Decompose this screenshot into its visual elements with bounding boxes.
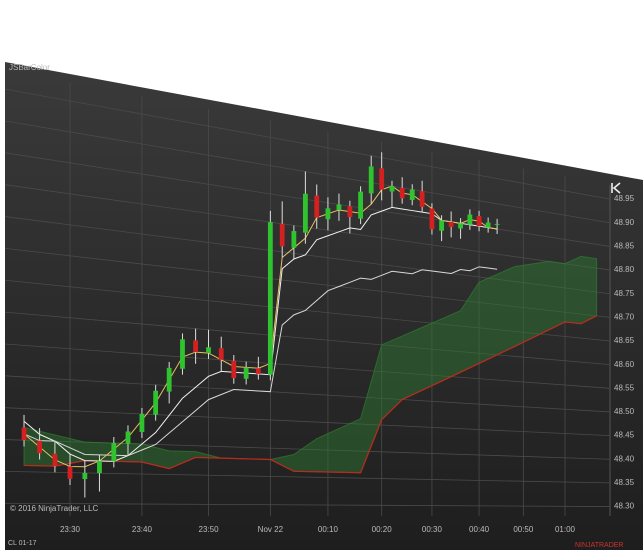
grid-line	[5, 216, 610, 295]
candle-body	[325, 208, 331, 220]
candle-body	[439, 220, 445, 231]
candle-body	[267, 222, 273, 375]
candle-body	[125, 431, 131, 444]
copyright: © 2016 NinjaTrader, LLC	[10, 504, 99, 513]
x-tick-label: Nov 22	[258, 525, 284, 534]
y-tick-label: 48.50	[614, 407, 635, 416]
candle-body	[429, 208, 435, 230]
candle-body	[389, 186, 395, 192]
grid-line	[5, 375, 610, 413]
y-tick-label: 48.65	[614, 336, 635, 345]
candle-body	[399, 187, 405, 199]
grid-line	[5, 248, 610, 318]
candle-body	[166, 367, 172, 392]
x-tick-label: 00:40	[469, 525, 490, 534]
candle-body	[336, 204, 342, 210]
candle-body	[218, 348, 224, 360]
x-tick-label: 23:30	[60, 525, 81, 534]
candle-body	[206, 347, 211, 354]
candle-body	[368, 166, 374, 194]
y-tick-label: 48.45	[614, 431, 635, 440]
candle-body	[231, 360, 237, 378]
x-tick-label: 00:20	[372, 525, 393, 534]
instrument: CL 01-17	[8, 540, 37, 547]
y-tick-label: 48.85	[614, 242, 635, 251]
candle-body	[97, 460, 102, 474]
grid-line	[5, 471, 610, 484]
y-tick-label: 48.75	[614, 289, 635, 298]
x-tick-label: 00:10	[318, 525, 339, 534]
x-tick-label: 23:50	[199, 525, 220, 534]
x-tick-label: 23:40	[132, 525, 153, 534]
candle-body	[243, 367, 249, 379]
candle-body	[37, 440, 42, 454]
grid-line	[5, 279, 610, 342]
candle-body	[485, 222, 491, 228]
candle-body	[347, 206, 353, 218]
candle-body	[82, 472, 88, 480]
candle-body	[379, 168, 385, 190]
candle-body	[358, 191, 364, 219]
y-tick-label: 48.35	[614, 478, 635, 487]
y-tick-label: 48.60	[614, 360, 635, 369]
grid-line	[5, 407, 610, 437]
candle-body	[255, 368, 261, 374]
candle-body	[67, 466, 73, 479]
candle-body	[291, 231, 297, 248]
plot-area	[5, 82, 610, 516]
cloud-lower-line	[24, 315, 597, 474]
grid-line	[5, 311, 610, 366]
grid-line	[5, 343, 610, 389]
candle-body	[279, 223, 285, 247]
candle-body	[494, 223, 500, 225]
candle-body	[458, 223, 463, 229]
candle-body	[476, 216, 482, 227]
grid-line	[5, 120, 610, 224]
indicator-label: JSBarColor	[9, 63, 50, 72]
candle-body	[314, 195, 320, 218]
candle-body	[419, 191, 425, 207]
grid-line	[5, 88, 610, 200]
indicator-line	[23, 266, 498, 457]
scroll-end-icon[interactable]	[611, 182, 621, 194]
candle-body	[52, 453, 58, 467]
y-tick-label: 48.95	[614, 194, 635, 203]
candle-body	[180, 339, 185, 369]
y-tick-label: 48.55	[614, 383, 635, 392]
brand: NINJATRADER	[575, 542, 623, 549]
candle-body	[409, 189, 415, 201]
x-tick-label: 00:50	[513, 525, 534, 534]
candle-body	[21, 427, 27, 441]
y-tick-label: 48.70	[614, 312, 635, 321]
candle-body	[448, 221, 454, 228]
candle-body	[193, 340, 198, 353]
y-tick-label: 48.90	[614, 218, 635, 227]
x-tick-label: 00:30	[422, 525, 443, 534]
candle-body	[153, 390, 159, 415]
y-tick-label: 48.30	[614, 502, 635, 511]
candle-body	[139, 414, 145, 433]
candle-body	[467, 214, 473, 225]
x-tick-label: 01:00	[555, 525, 576, 534]
candle-body	[302, 193, 308, 233]
chart-panel	[5, 62, 643, 550]
grid-line	[5, 502, 610, 507]
candle-body	[111, 443, 117, 462]
y-tick-label: 48.40	[614, 454, 635, 463]
y-tick-label: 48.80	[614, 265, 635, 274]
